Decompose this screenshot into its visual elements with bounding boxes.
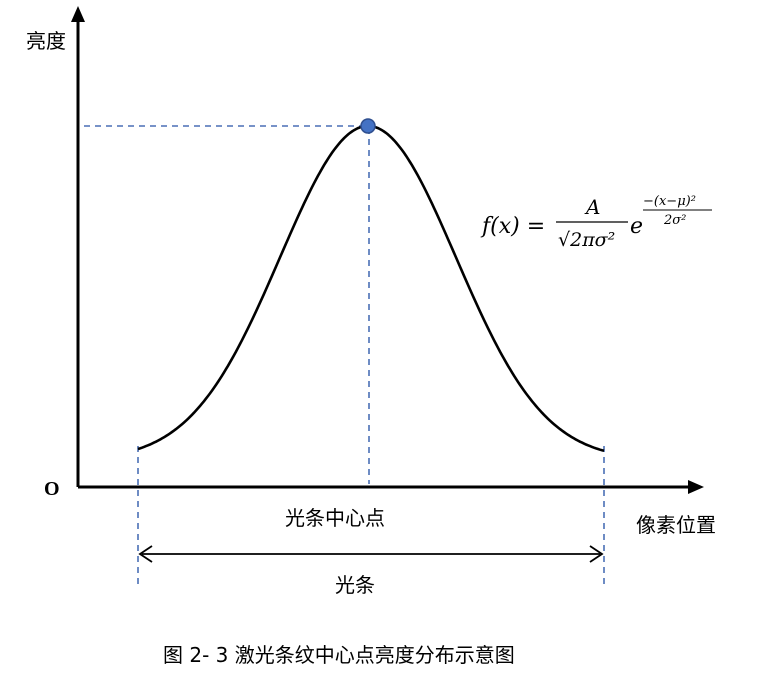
- center-label: 光条中心点: [285, 506, 385, 530]
- figure-caption: 图 2- 3 激光条纹中心点亮度分布示意图: [163, 643, 515, 667]
- origin-label: O: [44, 478, 60, 500]
- formula-exp-denominator: 2σ²: [663, 213, 686, 228]
- width-arrow-left-icon: [138, 545, 153, 563]
- formula-base: e: [630, 214, 643, 239]
- peak-point: [360, 118, 376, 134]
- gaussian-formula: f(x) = A √2πσ² e −(x−μ)² 2σ²: [480, 194, 712, 251]
- formula-lhs: f(x) =: [480, 214, 545, 239]
- formula-numerator: A: [584, 195, 600, 219]
- formula-exp-numerator: −(x−μ)²: [643, 194, 696, 209]
- y-axis-arrow-icon: [71, 6, 85, 22]
- x-axis-label: 像素位置: [636, 513, 716, 537]
- width-label: 光条: [335, 573, 375, 597]
- gaussian-curve: [137, 124, 605, 453]
- width-arrow-right-icon: [589, 545, 604, 563]
- formula-denominator: √2πσ²: [558, 229, 615, 251]
- y-axis-label: 亮度: [26, 29, 66, 53]
- x-axis-arrow-icon: [688, 480, 704, 494]
